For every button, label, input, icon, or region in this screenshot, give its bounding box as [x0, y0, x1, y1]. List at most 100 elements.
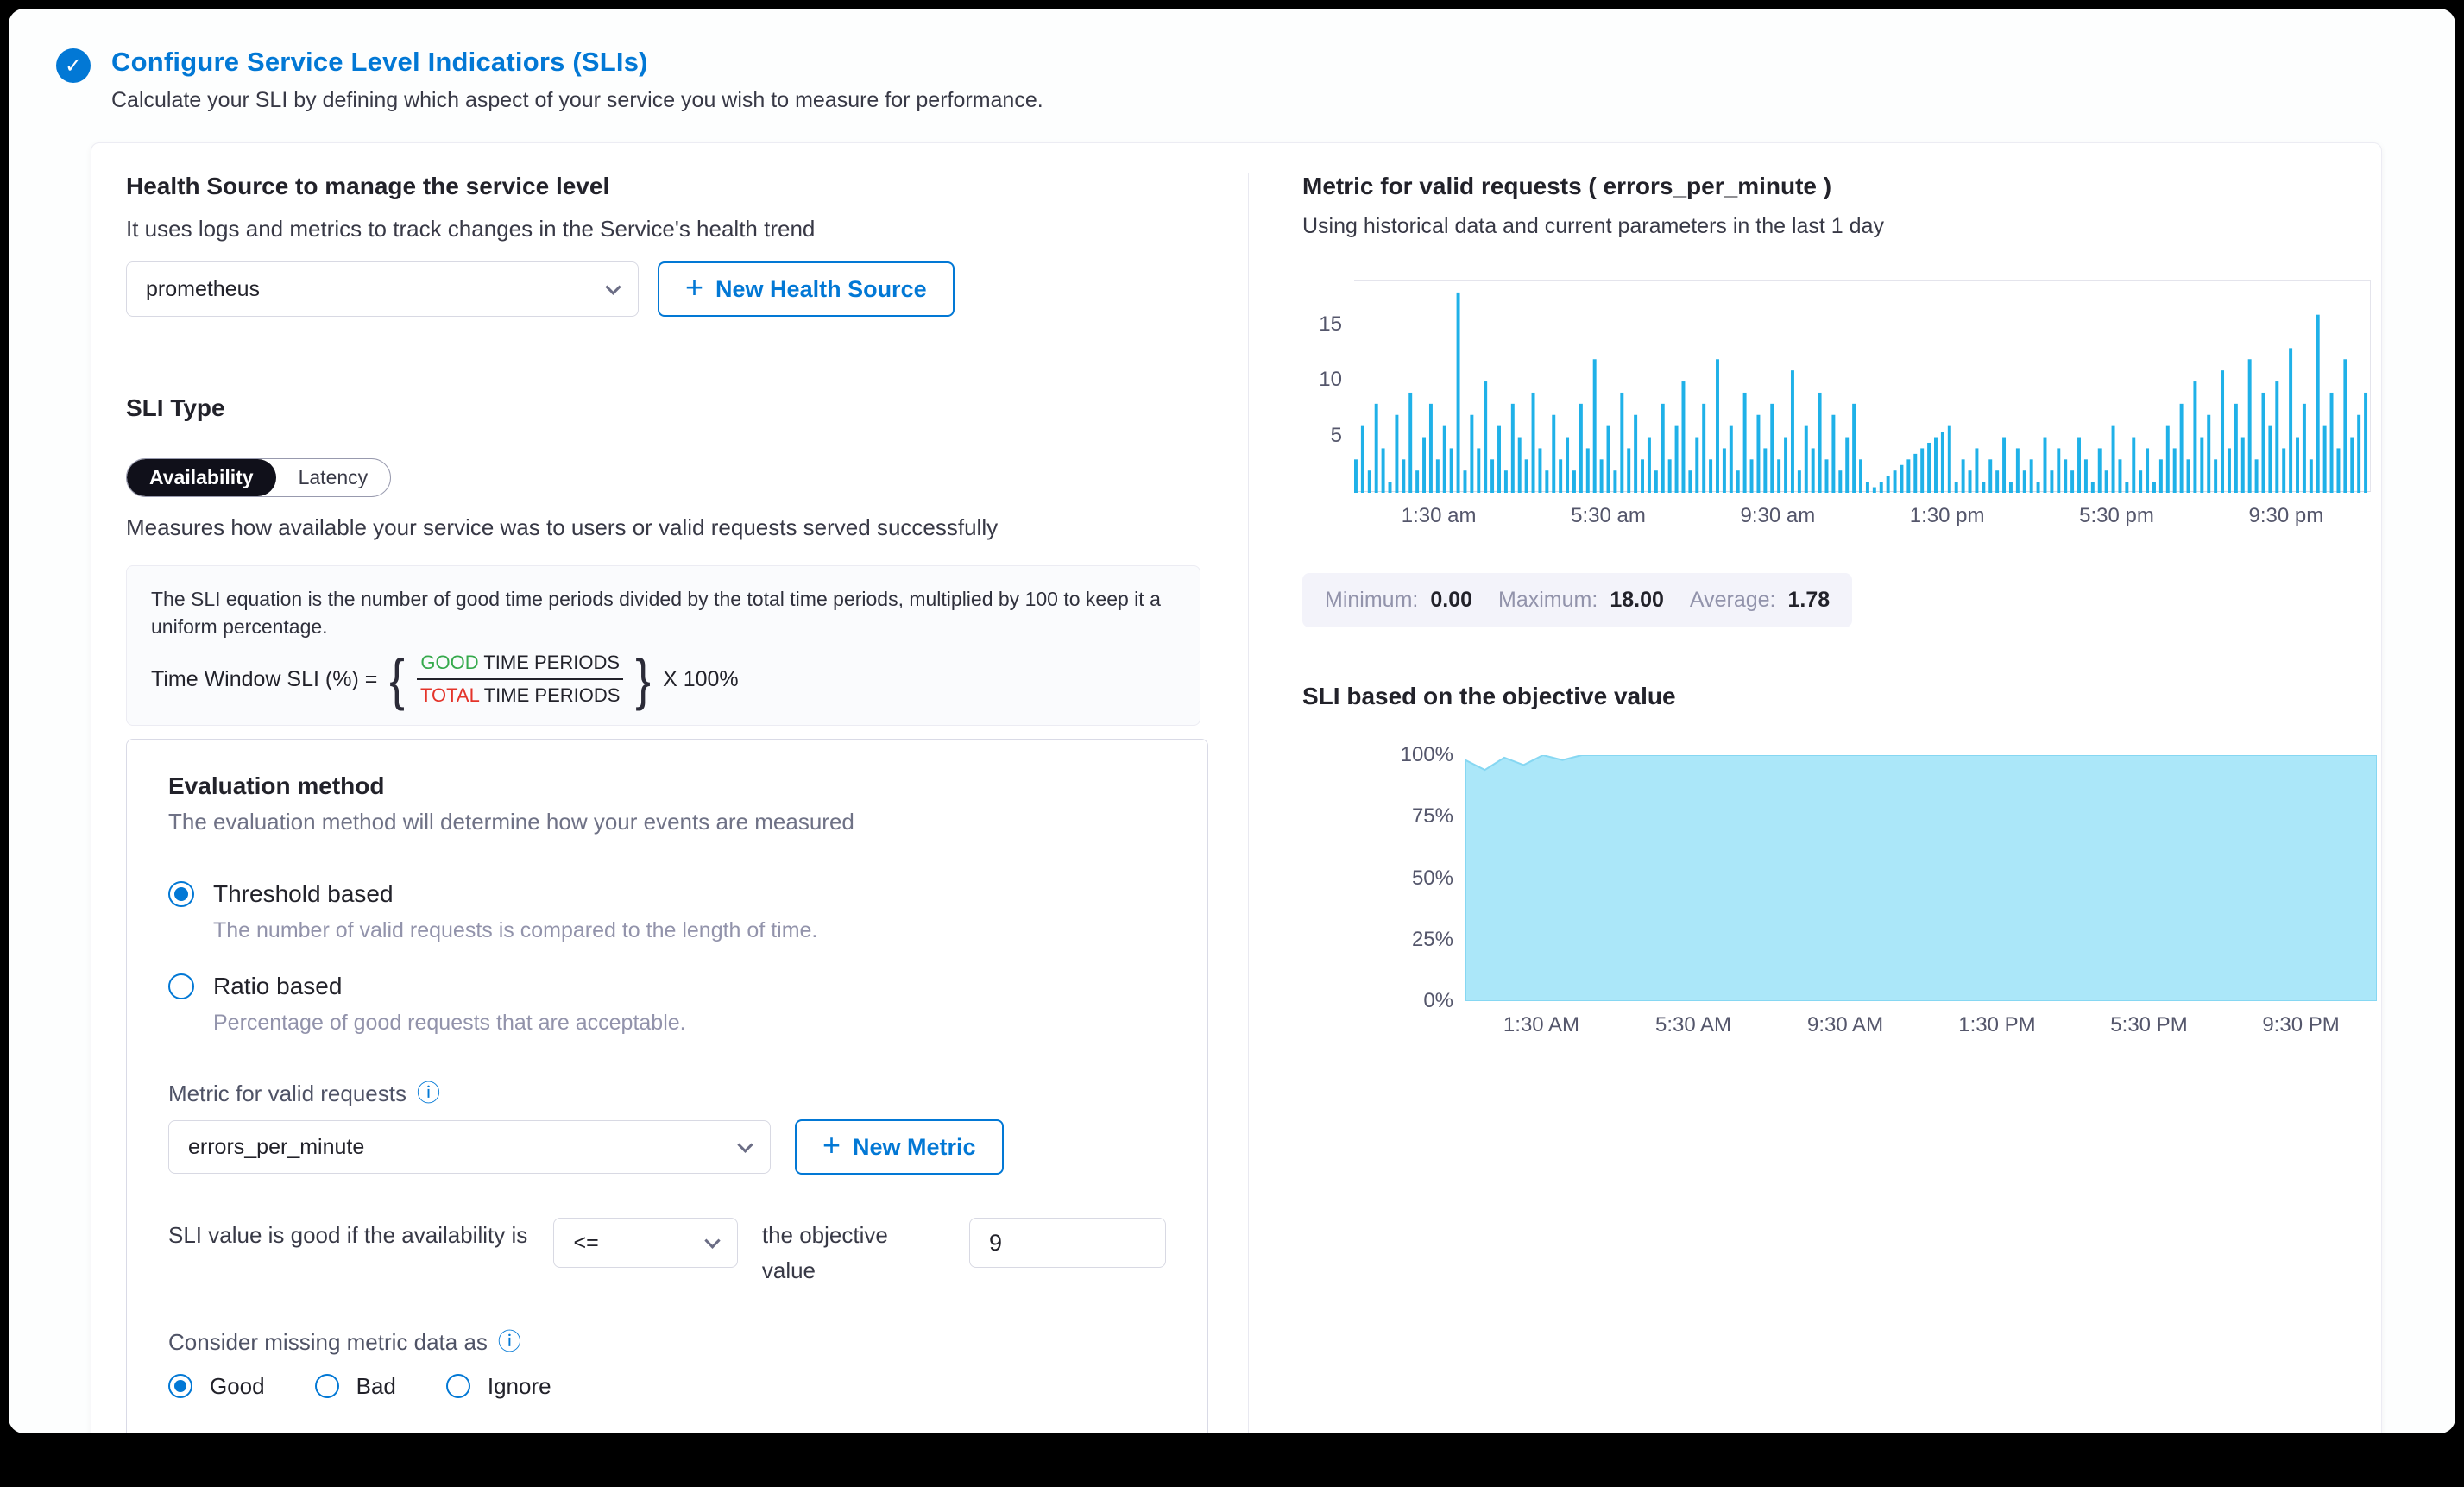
ratio-based-option: Ratio based Percentage of good requests …: [168, 973, 1166, 1036]
formula-fraction: GOOD TIME PERIODS TOTAL TIME PERIODS: [417, 652, 624, 707]
x-axis-tick-label: 9:30 am: [1740, 504, 1816, 527]
objective-row: SLI value is good if the availability is…: [168, 1218, 1167, 1288]
health-source-heading: Health Source to manage the service leve…: [126, 173, 610, 199]
info-icon[interactable]: ⓘ: [497, 1328, 521, 1355]
metric-chart-subtitle: Using historical data and current parame…: [1302, 214, 1884, 238]
ratio-based-description: Percentage of good requests that are acc…: [213, 1011, 686, 1036]
column-divider: [1248, 173, 1249, 1433]
chevron-down-icon: [704, 1232, 721, 1249]
evaluation-method-description: The evaluation method will determine how…: [168, 809, 854, 835]
metric-selected-value: errors_per_minute: [188, 1134, 365, 1159]
formula-numerator: GOOD TIME PERIODS: [417, 652, 624, 681]
y-axis-tick-label: 50%: [1411, 866, 1453, 890]
y-axis-tick-label: 15: [1319, 312, 1342, 336]
threshold-based-radio[interactable]: [168, 881, 194, 908]
new-metric-button[interactable]: + New Metric: [795, 1119, 1004, 1175]
missing-data-ignore-radio[interactable]: [445, 1374, 470, 1399]
sli-chart-x-axis: 1:30 AM 5:30 AM 9:30 AM 1:30 PM 5:30 PM 9:30 …: [1465, 1013, 2377, 1048]
x-axis-tick-label: 9:30 AM: [1807, 1013, 1884, 1036]
y-axis-tick-label: 5: [1330, 423, 1342, 447]
missing-data-bad-radio[interactable]: [314, 1374, 339, 1399]
sli-formula: Time Window SLI (%) = { GOOD TIME PERIOD…: [151, 651, 1175, 708]
total-periods-text: TOTAL: [419, 684, 480, 707]
metric-select-row: errors_per_minute + New Metric: [168, 1119, 1166, 1175]
page-title: Configure Service Level Indicatiors (SLI…: [111, 47, 648, 77]
objective-sentence-start: SLI value is good if the availability is: [168, 1222, 528, 1249]
numerator-rest-text: TIME PERIODS: [478, 652, 621, 674]
sli-equation-text: The SLI equation is the number of good t…: [151, 588, 1161, 639]
page-subtitle: Calculate your SLI by defining which asp…: [111, 88, 1043, 112]
missing-metric-data-row: Consider missing metric data as ⓘ: [168, 1329, 1166, 1356]
threshold-based-label: Threshold based: [213, 880, 394, 908]
preview-column: Metric for valid requests ( errors_per_m…: [1249, 173, 2377, 1433]
threshold-based-option: Threshold based The number of valid requ…: [168, 880, 1166, 943]
metric-chart-title: Metric for valid requests ( errors_per_m…: [1302, 173, 1832, 199]
info-icon[interactable]: ⓘ: [416, 1081, 440, 1107]
sli-config-card: Health Source to manage the service leve…: [91, 142, 2382, 1433]
page-header: ✓ Configure Service Level Indicatiors (S…: [9, 9, 2455, 113]
sli-chart-canvas: [1465, 755, 2377, 1001]
evaluation-method-box: Evaluation method The evaluation method …: [126, 739, 1208, 1433]
new-health-source-button[interactable]: + New Health Source: [658, 261, 955, 317]
step-complete-check-icon: ✓: [56, 48, 91, 83]
health-source-selected-value: prometheus: [146, 276, 261, 301]
threshold-based-description: The number of valid requests is compared…: [213, 918, 818, 943]
y-axis-tick-label: 25%: [1411, 927, 1453, 951]
comparator-selected-value: <=: [573, 1230, 599, 1255]
metric-stats-bar: Minimum: 0.00 Maximum: 18.00 Average: 1.…: [1302, 573, 1853, 627]
missing-data-good-label: Good: [210, 1372, 265, 1399]
missing-data-good-radio[interactable]: [168, 1374, 192, 1399]
y-axis-tick-label: 100%: [1400, 743, 1453, 766]
objective-sentence-middle: the objective value: [761, 1222, 888, 1283]
metric-chart-plot-area: [1354, 280, 2371, 493]
app-window: ✓ Configure Service Level Indicatiors (S…: [9, 9, 2455, 1433]
x-axis-tick-label: 9:30 pm: [2248, 504, 2324, 527]
brace-close-glyph: }: [635, 647, 651, 712]
formula-prefix: Time Window SLI (%) =: [151, 666, 378, 691]
x-axis-tick-label: 1:30 pm: [1909, 504, 1985, 527]
denominator-rest-text: TIME PERIODS: [479, 684, 621, 707]
chevron-down-icon: [605, 278, 621, 295]
y-axis-tick-label: 75%: [1411, 804, 1453, 829]
average-label: Average:: [1689, 588, 1776, 612]
ratio-based-label: Ratio based: [213, 973, 343, 1000]
health-source-select[interactable]: prometheus: [126, 261, 639, 317]
missing-data-options: Good Bad Ignore: [168, 1373, 1166, 1400]
missing-data-bad-label: Bad: [356, 1372, 396, 1399]
missing-metric-data-label: Consider missing metric data as: [168, 1328, 488, 1355]
metric-for-valid-requests-label: Metric for valid requests: [168, 1081, 406, 1107]
metric-chart-y-axis: 15 10 5: [1302, 280, 1342, 492]
x-axis-tick-label: 9:30 PM: [2262, 1013, 2340, 1036]
metric-chart-canvas: [1354, 292, 2368, 493]
minimum-value: 0.00: [1430, 588, 1473, 612]
x-axis-tick-label: 5:30 AM: [1654, 1013, 1732, 1036]
sli-chart-title: SLI based on the objective value: [1302, 683, 1676, 709]
new-health-source-label: New Health Source: [715, 275, 927, 302]
plus-icon: +: [822, 1127, 841, 1163]
evaluation-method-heading: Evaluation method: [168, 772, 385, 800]
metric-for-valid-requests-row: Metric for valid requests ⓘ: [168, 1081, 1166, 1107]
sli-chart-plot-area: [1465, 755, 2377, 1001]
sli-type-toggle: Availability Latency: [126, 458, 392, 497]
sli-chart-y-axis: 100% 75% 50% 25% 0%: [1388, 743, 1453, 1012]
sli-equation-box: The SLI equation is the number of good t…: [126, 565, 1200, 727]
x-axis-tick-label: 5:30 PM: [2110, 1013, 2188, 1036]
metric-chart: 15 10 5 1:30 am 5:30 am 9:30 am 1:30 pm 5:30 p…: [1302, 280, 2371, 539]
ratio-based-radio[interactable]: [168, 973, 194, 1000]
y-axis-tick-label: 10: [1319, 368, 1342, 392]
y-axis-tick-label: 0%: [1423, 989, 1453, 1012]
valid-requests-metric-select[interactable]: errors_per_minute: [168, 1120, 771, 1175]
sli-type-option-latency[interactable]: Latency: [298, 466, 369, 488]
maximum-value: 18.00: [1610, 588, 1664, 612]
sli-type-description: Measures how available your service was …: [126, 514, 999, 540]
metric-chart-x-axis: 1:30 am 5:30 am 9:30 am 1:30 pm 5:30 pm 9:30 …: [1354, 504, 2371, 539]
sli-type-option-availability[interactable]: Availability: [127, 459, 276, 496]
x-axis-tick-label: 1:30 am: [1401, 504, 1477, 527]
good-periods-text: GOOD: [420, 652, 479, 674]
x-axis-tick-label: 1:30 PM: [1958, 1013, 2036, 1036]
maximum-label: Maximum:: [1498, 588, 1598, 612]
comparator-select[interactable]: <=: [553, 1218, 738, 1269]
minimum-label: Minimum:: [1325, 588, 1419, 612]
objective-value-input[interactable]: [969, 1218, 1167, 1269]
chevron-down-icon: [737, 1137, 753, 1153]
